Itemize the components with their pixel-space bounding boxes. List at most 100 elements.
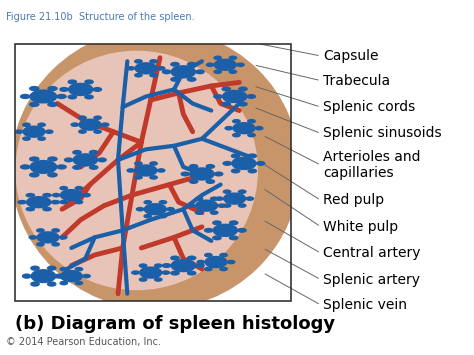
Ellipse shape [127, 66, 135, 71]
Ellipse shape [238, 203, 246, 208]
Ellipse shape [221, 102, 231, 106]
Ellipse shape [204, 256, 228, 268]
Ellipse shape [14, 129, 23, 134]
Ellipse shape [60, 270, 83, 282]
Ellipse shape [214, 171, 224, 176]
Ellipse shape [223, 203, 231, 208]
Ellipse shape [101, 122, 109, 127]
Ellipse shape [238, 102, 248, 106]
Ellipse shape [228, 55, 237, 60]
Text: Trabecula: Trabecula [323, 73, 391, 88]
Ellipse shape [36, 231, 60, 244]
Ellipse shape [170, 256, 180, 261]
Ellipse shape [29, 86, 40, 91]
Ellipse shape [20, 94, 30, 99]
Ellipse shape [93, 115, 102, 120]
Ellipse shape [17, 200, 27, 204]
Ellipse shape [26, 207, 35, 212]
Text: Splenic cords: Splenic cords [323, 100, 416, 114]
Ellipse shape [210, 210, 219, 215]
Ellipse shape [60, 189, 83, 201]
Ellipse shape [154, 277, 163, 282]
Ellipse shape [36, 242, 45, 247]
Ellipse shape [246, 196, 254, 201]
Ellipse shape [139, 267, 162, 279]
Ellipse shape [212, 224, 238, 237]
Ellipse shape [47, 282, 56, 287]
Ellipse shape [37, 122, 46, 127]
Ellipse shape [162, 69, 172, 75]
Ellipse shape [157, 66, 165, 71]
Ellipse shape [149, 73, 158, 78]
Ellipse shape [134, 161, 143, 166]
Ellipse shape [59, 267, 68, 272]
Ellipse shape [149, 161, 158, 166]
Ellipse shape [139, 277, 147, 282]
Ellipse shape [139, 263, 147, 268]
Text: Arterioles and
capillaries: Arterioles and capillaries [323, 150, 421, 180]
Ellipse shape [134, 175, 143, 180]
Ellipse shape [93, 129, 102, 134]
Ellipse shape [52, 274, 61, 278]
Ellipse shape [47, 172, 58, 178]
Ellipse shape [29, 102, 40, 107]
Ellipse shape [55, 273, 65, 279]
Ellipse shape [205, 179, 215, 184]
Text: Capsule: Capsule [323, 49, 379, 63]
Text: Splenic vein: Splenic vein [323, 298, 407, 312]
Ellipse shape [134, 73, 143, 78]
Text: (b) Diagram of spleen histology: (b) Diagram of spleen histology [15, 315, 336, 333]
Ellipse shape [228, 69, 237, 74]
Ellipse shape [232, 133, 241, 137]
Ellipse shape [127, 168, 135, 173]
Ellipse shape [22, 273, 32, 279]
Ellipse shape [84, 94, 94, 99]
Ellipse shape [74, 267, 83, 272]
Ellipse shape [15, 51, 258, 290]
Ellipse shape [144, 203, 167, 215]
Ellipse shape [162, 263, 172, 268]
Ellipse shape [47, 156, 58, 162]
Ellipse shape [82, 274, 91, 278]
Ellipse shape [89, 165, 99, 170]
Ellipse shape [149, 175, 158, 180]
Ellipse shape [229, 220, 238, 225]
Ellipse shape [204, 253, 213, 257]
Ellipse shape [143, 200, 152, 204]
Ellipse shape [67, 94, 77, 99]
Ellipse shape [134, 62, 158, 75]
Ellipse shape [22, 122, 31, 127]
Ellipse shape [30, 266, 40, 271]
Ellipse shape [237, 228, 247, 233]
Ellipse shape [161, 270, 170, 275]
Ellipse shape [74, 200, 83, 204]
Ellipse shape [219, 253, 228, 257]
Ellipse shape [56, 94, 67, 99]
Ellipse shape [231, 168, 240, 174]
Ellipse shape [71, 122, 79, 127]
Ellipse shape [51, 200, 60, 204]
Ellipse shape [68, 83, 93, 96]
Ellipse shape [195, 69, 205, 75]
Ellipse shape [229, 235, 238, 240]
Ellipse shape [82, 193, 91, 197]
Ellipse shape [42, 207, 52, 212]
Ellipse shape [59, 281, 68, 285]
Ellipse shape [134, 59, 143, 64]
Text: White pulp: White pulp [323, 220, 398, 234]
Ellipse shape [238, 189, 246, 194]
Ellipse shape [224, 126, 233, 131]
Text: Splenic sinusoids: Splenic sinusoids [323, 126, 442, 141]
Ellipse shape [158, 200, 167, 204]
Ellipse shape [89, 150, 99, 155]
Ellipse shape [181, 171, 190, 176]
Ellipse shape [97, 157, 107, 163]
Ellipse shape [187, 77, 197, 82]
Ellipse shape [22, 136, 31, 141]
Ellipse shape [30, 282, 40, 287]
Ellipse shape [29, 160, 57, 174]
Ellipse shape [29, 156, 40, 162]
Ellipse shape [131, 270, 140, 275]
Ellipse shape [47, 86, 58, 91]
Bar [15, 44, 291, 301]
